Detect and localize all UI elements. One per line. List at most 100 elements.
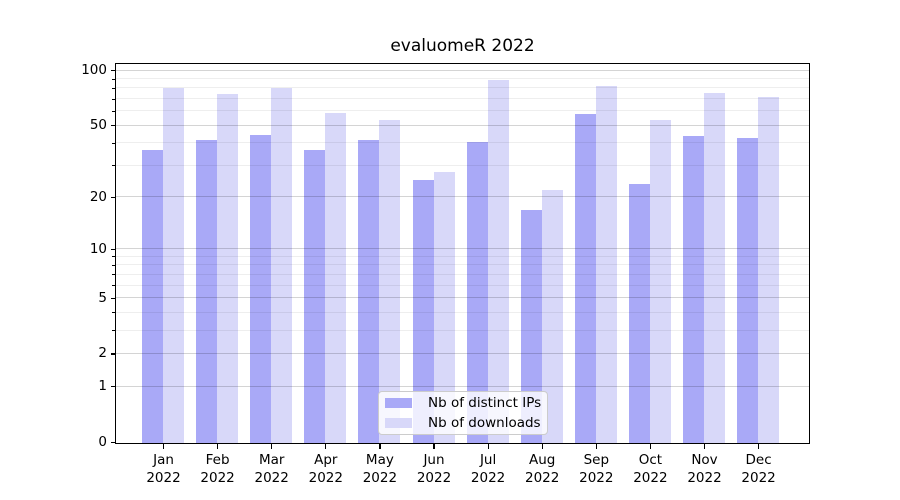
- gridline-minor-7: [116, 273, 809, 275]
- x-tick-label-apr: Apr 2022: [308, 452, 343, 486]
- y-minor-tick-mark-6: [112, 285, 115, 287]
- gridline-minor-90: [116, 78, 809, 80]
- y-minor-tick-mark-4: [112, 312, 115, 314]
- y-tick-mark-20: [110, 196, 115, 198]
- x-tick-mark-may: [379, 444, 381, 449]
- x-tick-mark-aug: [541, 444, 543, 449]
- y-minor-tick-mark-90: [112, 78, 115, 80]
- x-tick-mark-jul: [487, 444, 489, 449]
- bar-distinct-ips-nov: [683, 136, 704, 443]
- bar-downloads-dec: [758, 97, 780, 443]
- y-tick-label-2: 2: [98, 345, 107, 362]
- legend-label-downloads: Nb of downloads: [428, 415, 541, 431]
- bar-downloads-feb: [217, 94, 239, 443]
- gridline-minor-8: [116, 264, 809, 266]
- x-tick-mark-apr: [325, 444, 327, 449]
- bars-layer: [116, 64, 809, 443]
- chart-title: evaluomeR 2022: [390, 36, 535, 56]
- x-tick-label-jan: Jan 2022: [146, 452, 181, 486]
- x-tick-label-may: May 2022: [362, 452, 398, 486]
- bar-distinct-ips-mar: [250, 134, 272, 443]
- x-tick-mark-mar: [271, 444, 273, 449]
- gridline-major-5: [116, 297, 809, 299]
- gridline-minor-6: [116, 284, 809, 286]
- y-minor-tick-mark-60: [112, 110, 115, 112]
- bar-downloads-jul: [487, 80, 509, 443]
- gridline-major-50: [116, 124, 809, 126]
- bar-distinct-ips-may: [358, 139, 380, 443]
- y-tick-label-10: 10: [89, 240, 107, 257]
- bar-downloads-jan: [163, 87, 184, 443]
- bar-distinct-ips-dec: [737, 138, 759, 443]
- bar-distinct-ips-feb: [196, 139, 218, 443]
- y-tick-label-0: 0: [98, 434, 107, 450]
- legend-swatch-distinct-ips: [385, 398, 412, 408]
- gridline-major-100: [116, 69, 809, 71]
- x-tick-label-dec: Dec 2022: [741, 452, 776, 486]
- bar-downloads-apr: [325, 113, 347, 443]
- x-tick-label-aug: Aug 2022: [525, 452, 560, 486]
- gridline-minor-3: [116, 329, 809, 331]
- x-tick-label-sep: Sep 2022: [579, 452, 614, 486]
- y-tick-mark-100: [110, 70, 115, 72]
- gridline-minor-70: [116, 98, 809, 100]
- y-tick-label-1: 1: [98, 378, 107, 395]
- legend: Nb of distinct IPs Nb of downloads: [378, 391, 548, 435]
- x-tick-mark-oct: [649, 444, 652, 449]
- x-tick-mark-nov: [703, 444, 706, 449]
- bar-downloads-oct: [649, 120, 671, 443]
- y-tick-mark-2: [110, 353, 115, 355]
- x-tick-mark-sep: [595, 444, 597, 449]
- y-tick-label-100: 100: [81, 62, 107, 79]
- x-tick-mark-jun: [433, 444, 435, 449]
- x-tick-mark-dec: [758, 444, 760, 449]
- gridline-major-10: [116, 248, 809, 250]
- x-tick-label-mar: Mar 2022: [254, 452, 289, 486]
- y-tick-label-20: 20: [89, 188, 107, 205]
- legend-swatch-downloads: [385, 418, 412, 428]
- gridline-major-2: [116, 352, 809, 354]
- gridline-minor-9: [116, 255, 809, 257]
- y-minor-tick-mark-30: [112, 165, 115, 167]
- gridline-minor-80: [116, 87, 809, 89]
- y-tick-label-5: 5: [98, 289, 107, 306]
- y-minor-tick-mark-7: [112, 274, 115, 276]
- x-tick-mark-jan: [162, 444, 165, 449]
- legend-item-downloads: Nb of downloads: [385, 415, 547, 432]
- bar-distinct-ips-oct: [628, 183, 650, 443]
- gridline-minor-40: [116, 142, 809, 144]
- x-tick-label-oct: Oct 2022: [633, 452, 668, 486]
- y-minor-tick-mark-80: [112, 87, 115, 89]
- y-tick-mark-10: [110, 248, 115, 250]
- y-tick-mark-5: [110, 297, 115, 299]
- y-tick-mark-1: [110, 386, 115, 388]
- bar-downloads-mar: [271, 87, 293, 443]
- gridline-major-1: [116, 385, 809, 387]
- legend-label-distinct-ips: Nb of distinct IPs: [428, 395, 542, 411]
- y-minor-tick-mark-9: [112, 256, 115, 258]
- legend-item-distinct-ips: Nb of distinct IPs: [385, 395, 547, 412]
- x-tick-label-nov: Nov 2022: [687, 452, 722, 486]
- bar-downloads-nov: [704, 93, 725, 443]
- gridline-major-20: [116, 196, 809, 198]
- x-tick-label-feb: Feb 2022: [200, 452, 235, 486]
- bar-downloads-sep: [595, 86, 617, 443]
- gridline-minor-30: [116, 164, 809, 166]
- y-tick-mark-50: [110, 125, 115, 127]
- bar-distinct-ips-jan: [142, 149, 163, 443]
- bar-distinct-ips-apr: [304, 149, 326, 443]
- y-minor-tick-mark-40: [112, 142, 115, 144]
- x-tick-label-jun: Jun 2022: [416, 452, 452, 486]
- x-tick-mark-feb: [217, 444, 219, 449]
- gridline-minor-60: [116, 110, 809, 112]
- gridline-minor-4: [116, 311, 809, 313]
- grid-layer: [116, 64, 809, 443]
- y-tick-label-50: 50: [89, 117, 107, 134]
- y-minor-tick-mark-3: [112, 330, 115, 332]
- x-tick-label-jul: Jul 2022: [470, 452, 506, 486]
- plot-area: Nb of distinct IPs Nb of downloads: [115, 63, 810, 444]
- y-tick-mark-0: [110, 441, 115, 444]
- y-minor-tick-mark-70: [112, 98, 115, 100]
- bar-distinct-ips-sep: [574, 114, 596, 443]
